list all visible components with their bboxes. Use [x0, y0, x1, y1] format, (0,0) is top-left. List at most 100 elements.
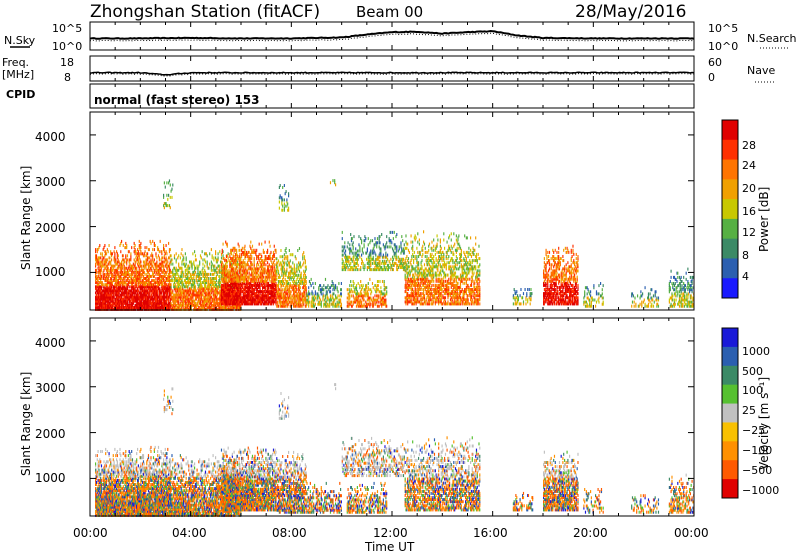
power-cell — [147, 295, 150, 299]
power-cell — [153, 279, 155, 283]
power-cell — [111, 268, 113, 272]
power-cell — [171, 305, 173, 309]
power-cell — [163, 289, 165, 293]
power-cell — [173, 307, 175, 311]
power-cell — [165, 250, 167, 254]
power-cell — [138, 272, 140, 276]
power-cell — [115, 274, 117, 278]
power-cell — [111, 289, 113, 293]
power-cell — [105, 264, 108, 268]
power-cell — [116, 301, 118, 305]
power-cell — [337, 290, 339, 294]
power-cell — [183, 258, 185, 262]
power-cell — [279, 255, 281, 259]
power-cell — [170, 262, 172, 266]
power-cell — [183, 293, 185, 297]
power-cell — [136, 277, 138, 280]
power-cell — [144, 285, 146, 289]
power-cell — [120, 264, 122, 268]
power-cell — [135, 297, 137, 301]
power-cell — [183, 303, 185, 307]
power-cell — [147, 299, 149, 303]
power-cell — [173, 285, 175, 289]
power-cell — [118, 281, 120, 285]
power-cell — [215, 250, 217, 254]
power-cell — [101, 305, 103, 309]
power-cell — [147, 281, 150, 285]
power-cell — [222, 263, 224, 267]
power-cell — [186, 297, 188, 301]
power-cell — [181, 281, 183, 285]
power-cell — [167, 277, 169, 280]
power-cell — [157, 248, 160, 252]
power-cell — [148, 274, 150, 278]
power-cell — [162, 305, 164, 309]
power-cell — [130, 307, 132, 311]
power-cell — [157, 303, 159, 307]
power-cell — [134, 268, 136, 272]
power-cell — [119, 272, 121, 276]
power-cell — [110, 287, 112, 291]
power-cell — [96, 260, 98, 264]
power-cell — [120, 287, 122, 291]
power-cell — [157, 268, 160, 272]
power-cell — [189, 281, 191, 285]
power-cell — [179, 289, 181, 293]
power-cell — [188, 266, 190, 270]
power-cell — [103, 293, 105, 297]
power-cell — [111, 297, 113, 301]
power-cell — [178, 287, 180, 291]
power-cell — [181, 274, 183, 278]
power-cell — [167, 291, 169, 295]
power-cell — [127, 291, 129, 295]
nsearch-label: N.Search — [747, 32, 797, 45]
power-cell — [149, 307, 151, 311]
power-cell — [97, 299, 99, 303]
power-cell — [144, 293, 146, 297]
power-cell — [133, 299, 135, 303]
power-cell — [96, 248, 98, 252]
power-cell — [183, 297, 185, 301]
power-cell — [116, 289, 118, 293]
power-cell — [142, 272, 144, 276]
power-cell — [338, 282, 340, 285]
power-cell — [123, 260, 125, 264]
power-cell — [114, 277, 116, 280]
power-cell — [98, 256, 100, 260]
power-cell — [160, 279, 162, 283]
power-cell — [138, 299, 140, 303]
power-cell — [173, 266, 176, 270]
power-cell — [114, 264, 116, 268]
power-cell — [154, 287, 156, 291]
power-cell — [167, 307, 169, 311]
power-cell — [173, 295, 176, 299]
power-cell — [96, 281, 98, 285]
power-cell — [113, 291, 115, 295]
power-cell — [178, 283, 181, 287]
power-cell — [122, 293, 124, 297]
power-cell — [122, 281, 124, 285]
power-cell — [187, 272, 189, 276]
power-cell — [179, 303, 181, 307]
power-cell — [154, 295, 156, 299]
power-cell — [155, 272, 157, 276]
power-cell — [166, 305, 168, 309]
power-cell — [101, 297, 103, 301]
power-cell — [150, 262, 152, 266]
power-cell — [217, 252, 219, 256]
power-cell — [123, 307, 125, 311]
power-cell — [157, 301, 160, 305]
power-cell — [152, 285, 155, 289]
power-cell — [105, 258, 108, 262]
power-cell — [95, 250, 97, 254]
power-cell — [178, 285, 180, 289]
power-cell — [122, 307, 124, 311]
power-cell — [169, 291, 171, 295]
power-cell — [143, 283, 145, 287]
power-cell — [130, 266, 132, 270]
power-cell — [143, 307, 145, 311]
power-cell — [131, 295, 134, 299]
power-cell — [122, 254, 124, 258]
power-cell — [142, 293, 144, 297]
power-cell — [144, 291, 146, 295]
